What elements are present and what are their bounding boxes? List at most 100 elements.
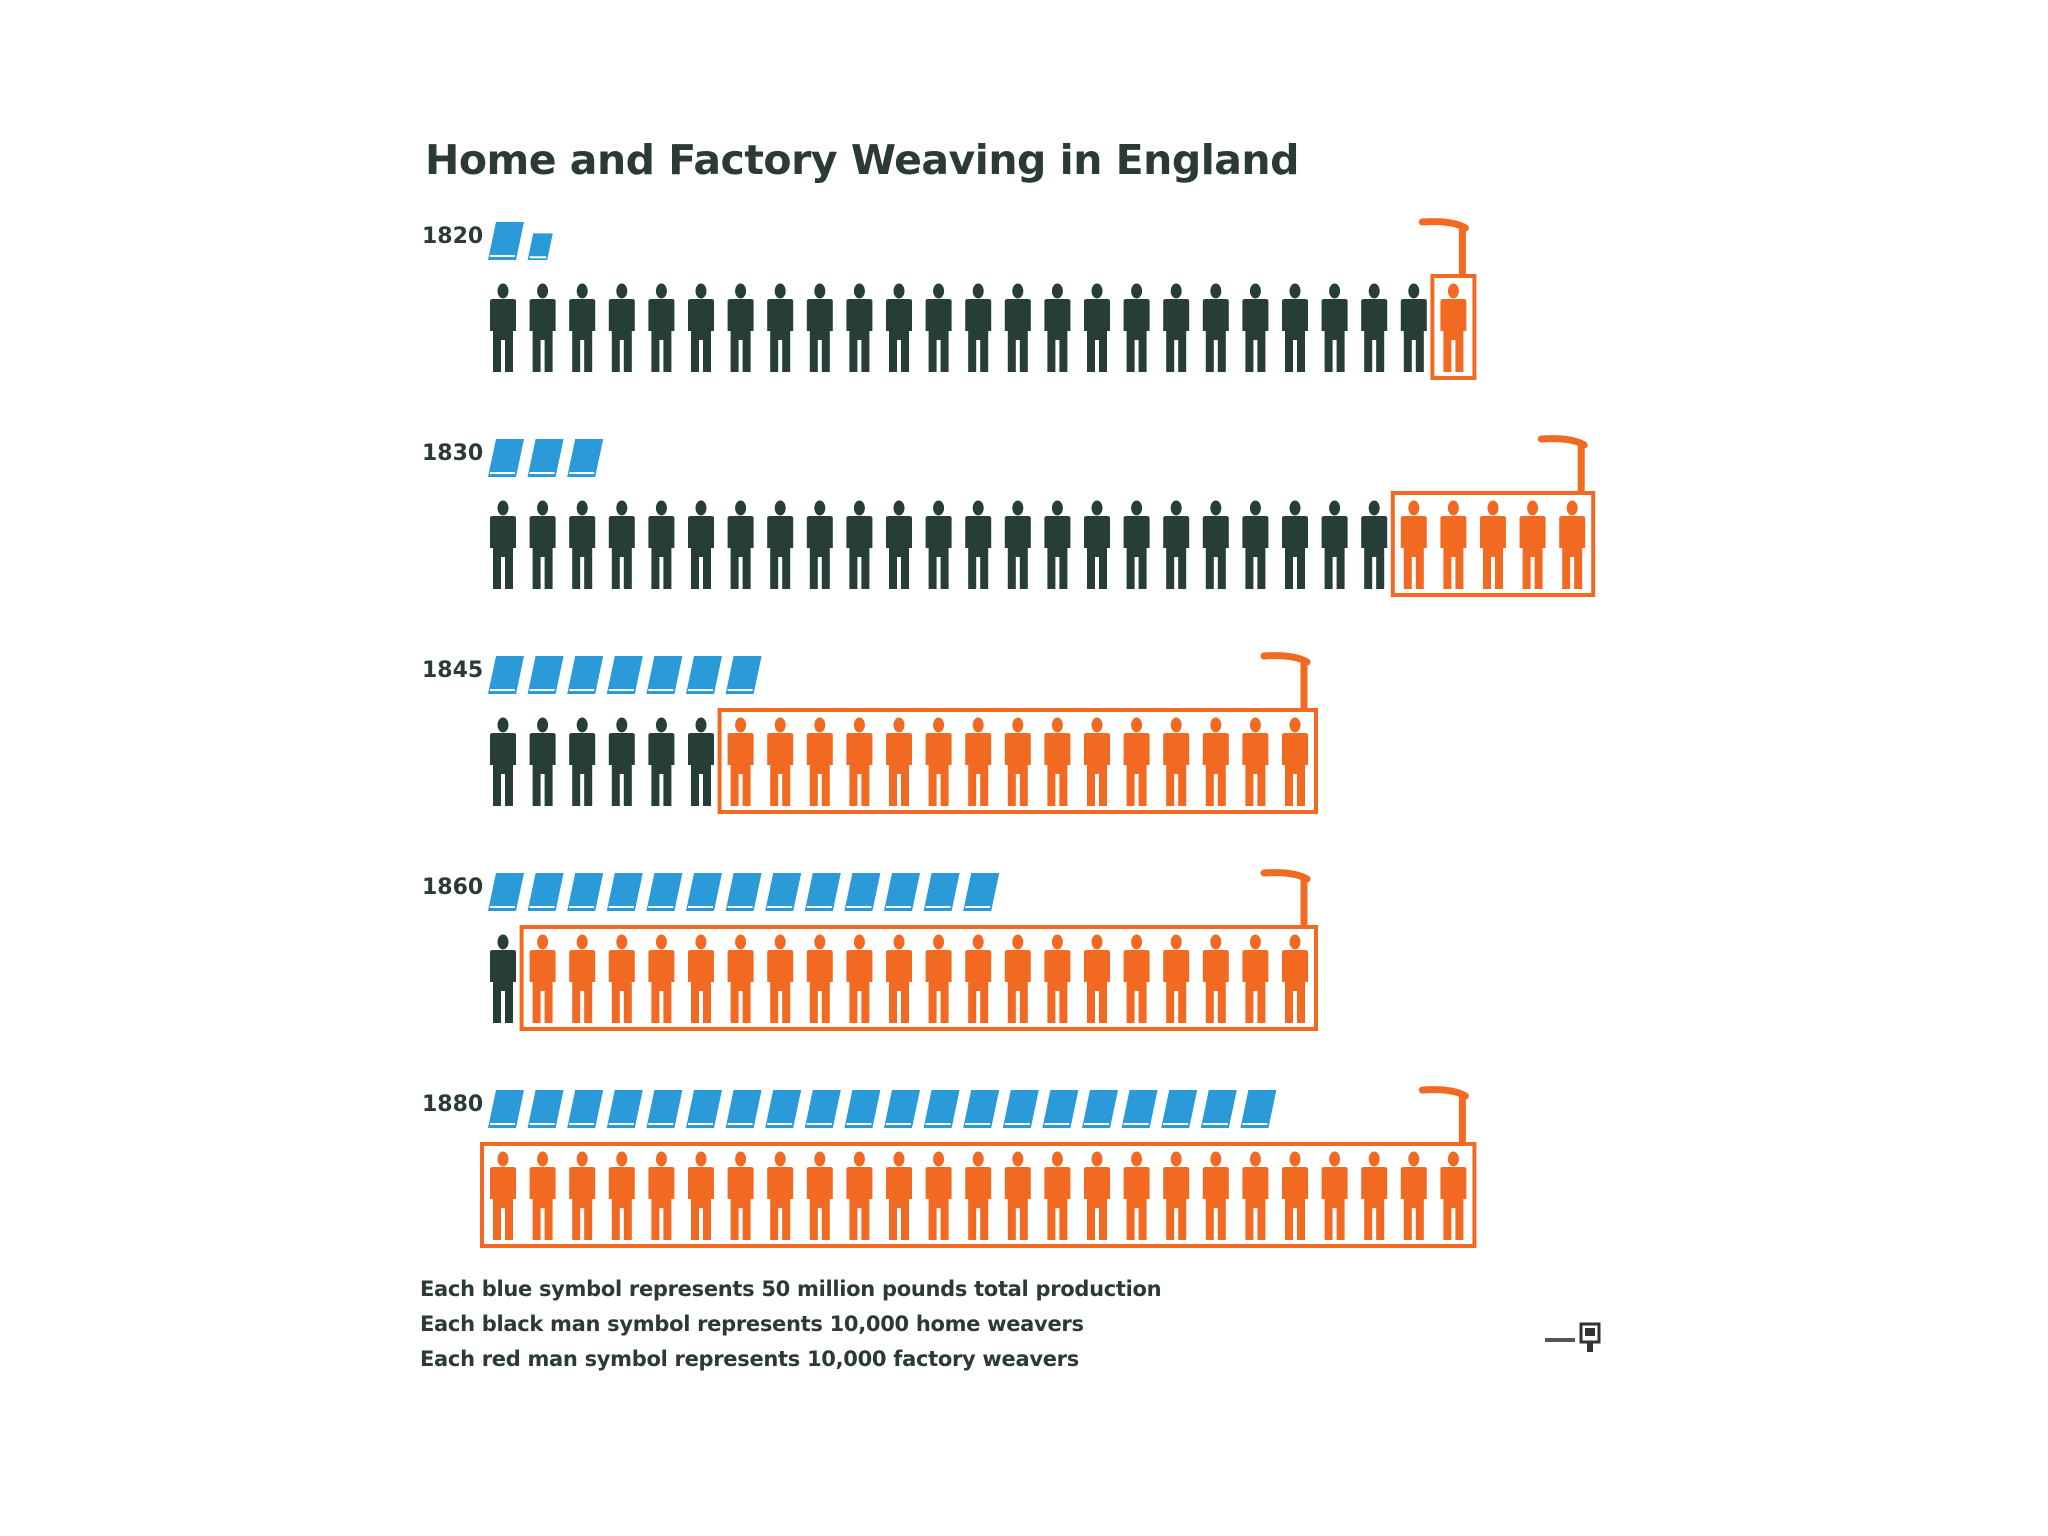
production-symbol (567, 439, 604, 477)
home-weaver-symbol (806, 283, 833, 372)
factory-weaver-symbol (1163, 1151, 1190, 1240)
production-symbol (488, 656, 524, 694)
production-symbol (686, 873, 722, 911)
factory-weaver-symbol (806, 717, 833, 806)
production-symbol (646, 656, 683, 694)
factory-frame (480, 1086, 1477, 1248)
home-weaver-symbol (1202, 283, 1229, 372)
factory-weaver-symbol (886, 934, 912, 1023)
home-weaver-symbol (490, 717, 516, 806)
factory-weaver-symbol (1123, 934, 1150, 1023)
production-symbol (567, 1090, 604, 1128)
factory-weaver-symbol (1282, 934, 1308, 1023)
factory-weaver-symbol (1202, 934, 1229, 1023)
production-symbol (725, 656, 762, 694)
factory-weaver-symbol (1084, 717, 1110, 806)
production-symbol-partial (527, 233, 553, 260)
production-symbol (804, 1090, 841, 1128)
factory-weaver-symbol (767, 717, 794, 806)
home-weaver-symbol (1282, 500, 1308, 589)
factory-weaver-symbol (1123, 717, 1150, 806)
production-symbol (765, 1090, 802, 1128)
home-weaver-symbol (529, 717, 556, 806)
production-symbol (606, 656, 643, 694)
factory-weaver-symbol (925, 717, 952, 806)
factory-weaver-symbol (1084, 934, 1110, 1023)
factory-weaver-symbol (608, 1151, 635, 1240)
home-weaver-symbol (886, 283, 912, 372)
factory-weaver-symbol (569, 934, 596, 1023)
production-symbol (527, 439, 564, 477)
home-weaver-symbol (569, 283, 596, 372)
home-weaver-symbol (608, 500, 635, 589)
home-weaver-symbol (569, 717, 596, 806)
production-symbol (527, 1090, 564, 1128)
factory-weaver-symbol (648, 934, 675, 1023)
factory-weaver-symbol (1202, 717, 1229, 806)
home-weaver-symbol (846, 500, 873, 589)
production-symbol (606, 1090, 643, 1128)
production-symbol (488, 439, 524, 477)
home-weaver-symbol (1242, 283, 1269, 372)
factory-frame (1418, 218, 1477, 380)
production-symbol (488, 222, 524, 260)
home-weaver-symbol (965, 283, 992, 372)
home-weaver-symbol (490, 283, 516, 372)
production-symbol (1082, 1090, 1118, 1128)
production-symbol (884, 873, 920, 911)
production-symbol (725, 1090, 762, 1128)
production-symbol (567, 873, 604, 911)
factory-weaver-symbol (688, 1151, 714, 1240)
factory-weaver-symbol (1242, 1151, 1269, 1240)
home-weaver-symbol (1044, 500, 1071, 589)
home-weaver-symbol (886, 500, 912, 589)
home-weaver-symbol (569, 500, 596, 589)
factory-weaver-symbol (727, 1151, 754, 1240)
production-symbol (844, 1090, 881, 1128)
home-weaver-symbol (806, 500, 833, 589)
home-weaver-symbol (1004, 283, 1031, 372)
factory-weaver-symbol (1282, 717, 1308, 806)
factory-weaver-symbol (1282, 1151, 1308, 1240)
home-weaver-symbol (1163, 500, 1190, 589)
factory-weaver-symbol (925, 934, 952, 1023)
production-symbol (725, 873, 762, 911)
factory-weaver-symbol (806, 1151, 833, 1240)
home-weaver-symbol (1044, 283, 1071, 372)
home-weaver-symbol (727, 500, 754, 589)
production-symbol (1240, 1090, 1277, 1128)
production-symbol (884, 1090, 920, 1128)
factory-weaver-symbol (1440, 500, 1467, 589)
factory-frame (1390, 435, 1596, 597)
factory-weaver-symbol (688, 934, 714, 1023)
production-symbol (1002, 1090, 1039, 1128)
home-weaver-symbol (1321, 283, 1348, 372)
factory-weaver-symbol (846, 1151, 873, 1240)
home-weaver-symbol (1163, 283, 1190, 372)
factory-weaver-symbol (767, 1151, 794, 1240)
row-year-label: 1820 (422, 224, 484, 249)
home-weaver-symbol (529, 500, 556, 589)
legend-item-home-weavers: Each black man symbol represents 10,000 … (420, 1312, 1084, 1336)
factory-weaver-symbol (767, 934, 794, 1023)
factory-weaver-symbol (1321, 1151, 1348, 1240)
factory-weaver-symbol (1123, 1151, 1150, 1240)
factory-weaver-symbol (1400, 1151, 1427, 1240)
home-weaver-symbol (965, 500, 992, 589)
legend-item-production: Each blue symbol represents 50 million p… (420, 1277, 1162, 1301)
factory-weaver-symbol (846, 717, 873, 806)
chart-title: Home and Factory Weaving in England (425, 136, 1299, 184)
isotype-mark-icon (1545, 1322, 1601, 1352)
home-weaver-symbol (490, 934, 516, 1023)
home-weaver-symbol (925, 283, 952, 372)
home-weaver-symbol (767, 500, 794, 589)
factory-weaver-symbol (1400, 500, 1427, 589)
production-symbol (1042, 1090, 1079, 1128)
production-symbol (1121, 1090, 1158, 1128)
row-year-label: 1860 (422, 875, 484, 900)
factory-frame (717, 652, 1318, 814)
factory-weaver-symbol (1242, 934, 1269, 1023)
factory-weaver-symbol (806, 934, 833, 1023)
production-symbol (923, 1090, 960, 1128)
